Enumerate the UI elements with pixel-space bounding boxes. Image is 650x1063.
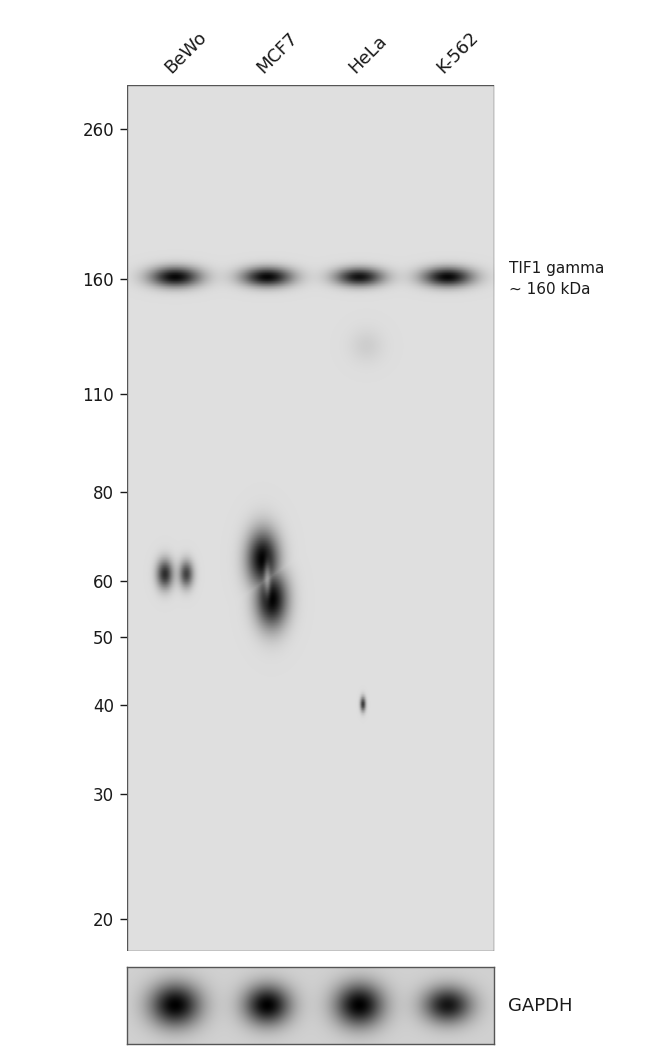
Text: GAPDH: GAPDH — [508, 997, 573, 1014]
Text: BeWo: BeWo — [162, 28, 211, 77]
Text: TIF1 gamma
~ 160 kDa: TIF1 gamma ~ 160 kDa — [509, 260, 604, 297]
Text: K-562: K-562 — [434, 28, 482, 77]
Text: MCF7: MCF7 — [254, 29, 302, 77]
Text: HeLa: HeLa — [345, 31, 391, 77]
